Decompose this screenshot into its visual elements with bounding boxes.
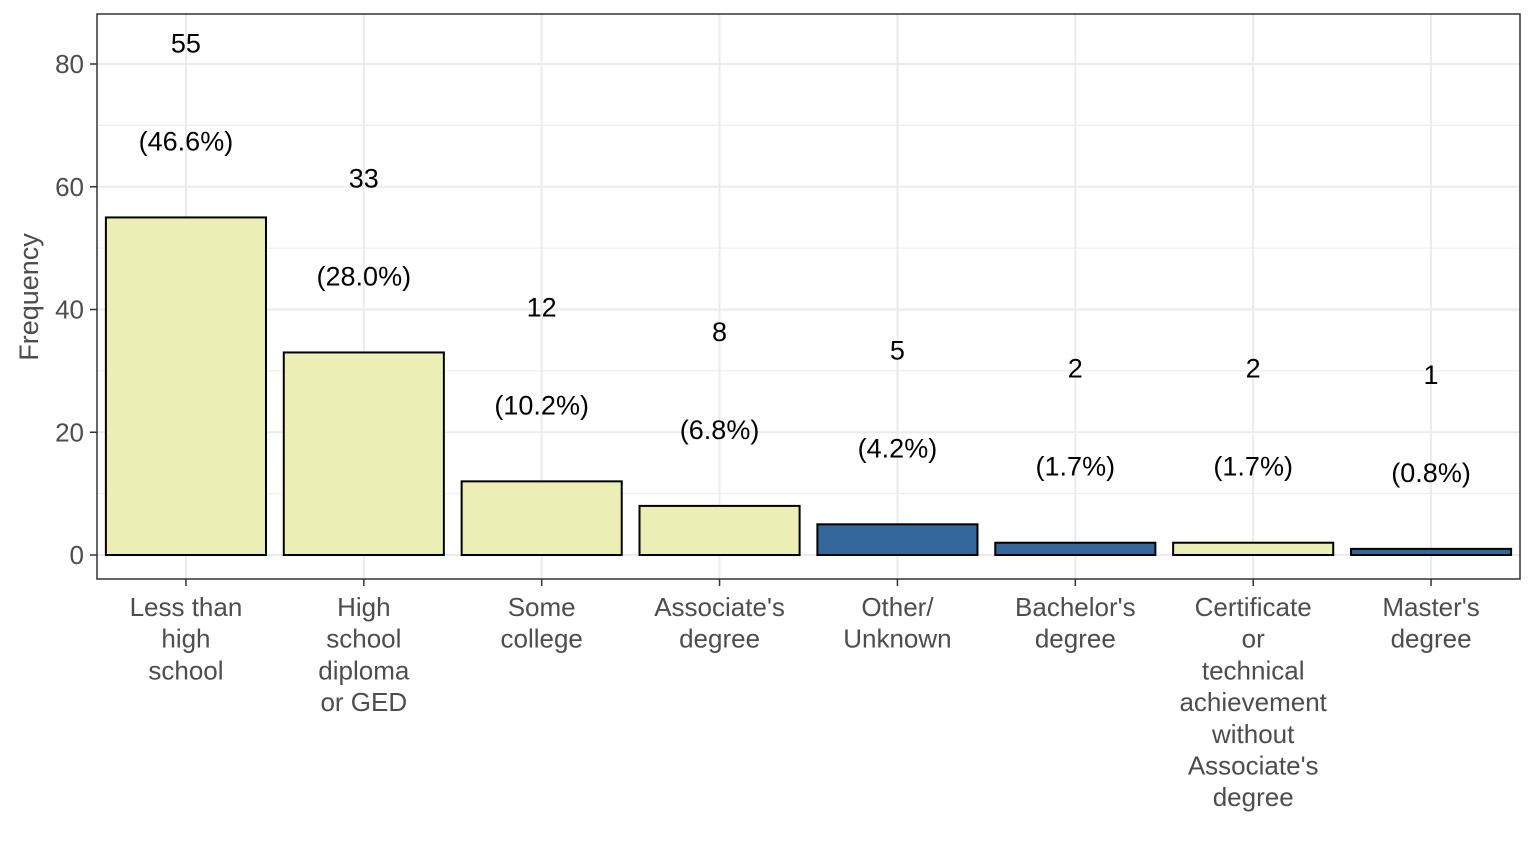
x-tick-label: Some college <box>500 592 582 654</box>
x-tick-label-line: Master's <box>1382 592 1479 622</box>
x-tick-label-line: diploma <box>318 655 410 685</box>
y-tick-label: 0 <box>70 540 84 570</box>
bar-percent-label: (28.0%) <box>317 261 412 291</box>
x-tick-label: Bachelor's degree <box>1015 592 1136 654</box>
bar-count-label: 1 <box>1424 360 1439 390</box>
bar <box>460 480 623 557</box>
bar <box>816 523 979 556</box>
x-tick-label: Other/Unknown <box>843 592 951 654</box>
x-tick-label: Certificate or technical achievement without… <box>1179 592 1327 812</box>
bar-count-label: 2 <box>1068 354 1083 384</box>
bar <box>994 541 1157 556</box>
bar-count-label: 8 <box>712 317 727 347</box>
x-tick-label-line: Unknown <box>843 624 951 654</box>
panel-border <box>96 13 1521 580</box>
y-axis: 0 20 40 60 80 <box>55 49 97 570</box>
bar-percent-label: (1.7%) <box>1213 452 1293 482</box>
y-tick-label: 80 <box>55 49 84 79</box>
data-labels: 55(46.6%)33(28.0%)12(10.2%)8(6.8%)5(4.2%… <box>139 28 1471 487</box>
bar-percent-label: (1.7%) <box>1036 452 1116 482</box>
bar-count-label: 55 <box>171 28 201 58</box>
bar <box>282 351 445 556</box>
bar-count-label: 5 <box>890 335 905 365</box>
x-tick-label-line: high <box>161 624 210 654</box>
bars <box>104 216 1513 557</box>
x-tick-label-line: Bachelor's <box>1015 592 1136 622</box>
bar <box>104 216 267 556</box>
y-axis-title: Frequency <box>14 233 44 361</box>
x-tick-label-line: college <box>500 624 582 654</box>
x-tick-label-line: Less than <box>130 592 243 622</box>
bar <box>1350 547 1513 556</box>
x-tick-label-line: school <box>148 655 223 685</box>
x-tick-label-line: or GED <box>320 687 407 717</box>
x-tick-label-line: degree <box>679 624 760 654</box>
x-tick-label: High school diploma or GED <box>318 592 410 717</box>
x-tick-label: Associate's degree <box>654 592 785 654</box>
x-tick-label-line: achievement <box>1179 687 1327 717</box>
x-tick-label-line: degree <box>1391 624 1472 654</box>
x-tick-label-line: degree <box>1035 624 1116 654</box>
x-tick-label-line: High <box>337 592 390 622</box>
x-tick-label-line: Other/ <box>861 592 934 622</box>
x-tick-label-line: Associate's <box>654 592 785 622</box>
bar-count-label: 33 <box>349 163 379 193</box>
bar <box>638 504 801 556</box>
x-tick-label-line: Associate's <box>1188 751 1319 781</box>
bar-count-label: 2 <box>1246 354 1261 384</box>
x-tick-label-line: school <box>326 624 401 654</box>
x-tick-label-line: degree <box>1213 782 1294 812</box>
y-tick-label: 20 <box>55 417 84 447</box>
x-tick-label-line: or <box>1242 624 1265 654</box>
x-tick-label-line: Certificate <box>1195 592 1312 622</box>
x-tick-label: Master's degree <box>1382 592 1479 654</box>
y-tick-label: 40 <box>55 295 84 325</box>
x-tick-label-line: without <box>1211 719 1295 749</box>
x-tick-label-line: technical <box>1202 655 1305 685</box>
bar-percent-label: (4.2%) <box>858 433 938 463</box>
bar-percent-label: (0.8%) <box>1391 458 1471 488</box>
bar-percent-label: (6.8%) <box>680 415 760 445</box>
bar <box>1172 541 1335 556</box>
bar-percent-label: (10.2%) <box>494 390 589 420</box>
bar-count-label: 12 <box>527 292 557 322</box>
y-tick-label: 60 <box>55 172 84 202</box>
x-tick-label: Less than high school <box>130 592 243 685</box>
x-tick-label-line: Some <box>508 592 576 622</box>
bar-percent-label: (46.6%) <box>139 126 234 156</box>
